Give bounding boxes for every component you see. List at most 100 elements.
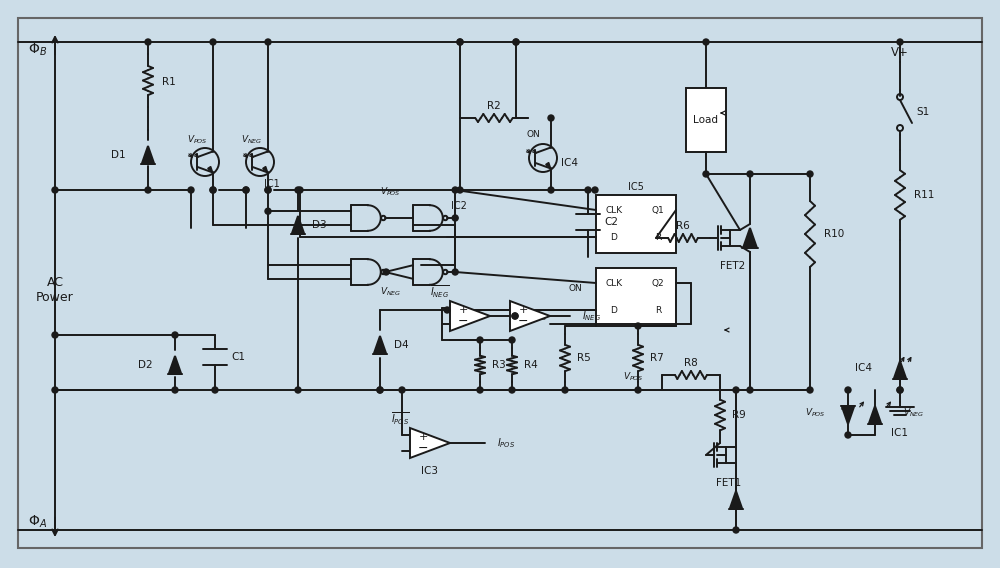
Circle shape [897,387,903,393]
Circle shape [509,387,515,393]
Circle shape [548,115,554,121]
Circle shape [457,39,463,45]
Text: IC4: IC4 [561,158,578,168]
Circle shape [210,39,216,45]
Text: R10: R10 [824,229,844,239]
Bar [596,268,676,326]
Text: $\Phi_A$: $\Phi_A$ [28,514,47,530]
Circle shape [747,387,753,393]
Circle shape [172,332,178,338]
Text: R: R [655,306,661,315]
Polygon shape [410,428,450,458]
Circle shape [210,187,216,193]
Polygon shape [894,361,906,379]
Text: −: − [418,442,428,455]
Text: R8: R8 [684,358,698,368]
Circle shape [897,39,903,45]
Polygon shape [510,301,550,331]
Text: R9: R9 [732,410,746,420]
Text: $\Phi_B$: $\Phi_B$ [28,42,47,58]
Text: $V_{NEG}$: $V_{NEG}$ [241,133,263,146]
Circle shape [457,187,463,193]
Text: +: + [458,306,468,315]
Circle shape [548,187,554,193]
Polygon shape [743,228,757,248]
Text: Q1: Q1 [652,206,664,215]
Circle shape [635,387,641,393]
Text: IC4: IC4 [855,363,872,373]
Text: $V_{NEG}$: $V_{NEG}$ [903,407,924,419]
Text: $I_{POS}$: $I_{POS}$ [497,436,515,450]
Circle shape [145,39,151,45]
Circle shape [897,387,903,393]
Text: D2: D2 [138,360,153,370]
Text: D1: D1 [111,150,126,160]
Text: $V_{POS}$: $V_{POS}$ [805,407,826,419]
Circle shape [585,187,591,193]
Text: D4: D4 [394,340,409,350]
Text: R4: R4 [524,360,538,370]
Text: R1: R1 [162,77,176,87]
Text: R: R [655,232,661,241]
Polygon shape [842,406,854,424]
Text: CLK: CLK [605,206,623,215]
Text: D: D [611,232,617,241]
Circle shape [513,39,519,45]
Text: ON: ON [526,130,540,139]
Circle shape [265,39,271,45]
Polygon shape [546,162,551,169]
Text: $\overline{I_{POS}}$: $\overline{I_{POS}}$ [391,411,409,427]
Text: AC
Power: AC Power [36,276,74,304]
Polygon shape [263,166,268,173]
Text: R6: R6 [676,221,690,231]
Text: $I_{NEG}$: $I_{NEG}$ [582,309,601,323]
Circle shape [52,332,58,338]
Circle shape [452,187,458,193]
Text: R3: R3 [492,360,506,370]
Circle shape [210,187,216,193]
Circle shape [212,387,218,393]
Text: R5: R5 [577,353,591,363]
Circle shape [52,187,58,193]
Circle shape [635,323,641,329]
Text: $V_{NEG}$: $V_{NEG}$ [380,286,401,298]
Polygon shape [869,406,881,424]
Circle shape [145,187,151,193]
Text: CLK: CLK [605,278,623,287]
Circle shape [452,269,458,275]
Text: R11: R11 [914,190,934,200]
Polygon shape [730,491,742,509]
Text: Load: Load [694,115,718,125]
Text: R2: R2 [487,101,501,111]
Text: $V_{POS}$: $V_{POS}$ [187,133,207,146]
Circle shape [52,387,58,393]
Text: +: + [518,306,528,315]
Circle shape [807,387,813,393]
Polygon shape [208,166,213,173]
Circle shape [845,387,851,393]
Text: S1: S1 [916,107,929,117]
Circle shape [452,215,458,221]
Text: D: D [611,306,617,315]
Text: R7: R7 [650,353,664,363]
Circle shape [172,387,178,393]
Circle shape [477,387,483,393]
Polygon shape [169,356,181,374]
Circle shape [265,208,271,214]
Text: Q2: Q2 [652,278,664,287]
Circle shape [509,337,515,343]
Text: −: − [518,315,528,328]
Circle shape [243,187,249,193]
Circle shape [703,171,709,177]
Text: FET2: FET2 [720,261,746,271]
Text: $V_{POS}$: $V_{POS}$ [380,186,401,198]
Circle shape [807,171,813,177]
Circle shape [265,187,271,193]
Circle shape [562,387,568,393]
Circle shape [747,171,753,177]
Circle shape [457,39,463,45]
Circle shape [295,187,301,193]
Polygon shape [142,146,154,164]
Circle shape [297,187,303,193]
Text: −: − [458,315,468,328]
